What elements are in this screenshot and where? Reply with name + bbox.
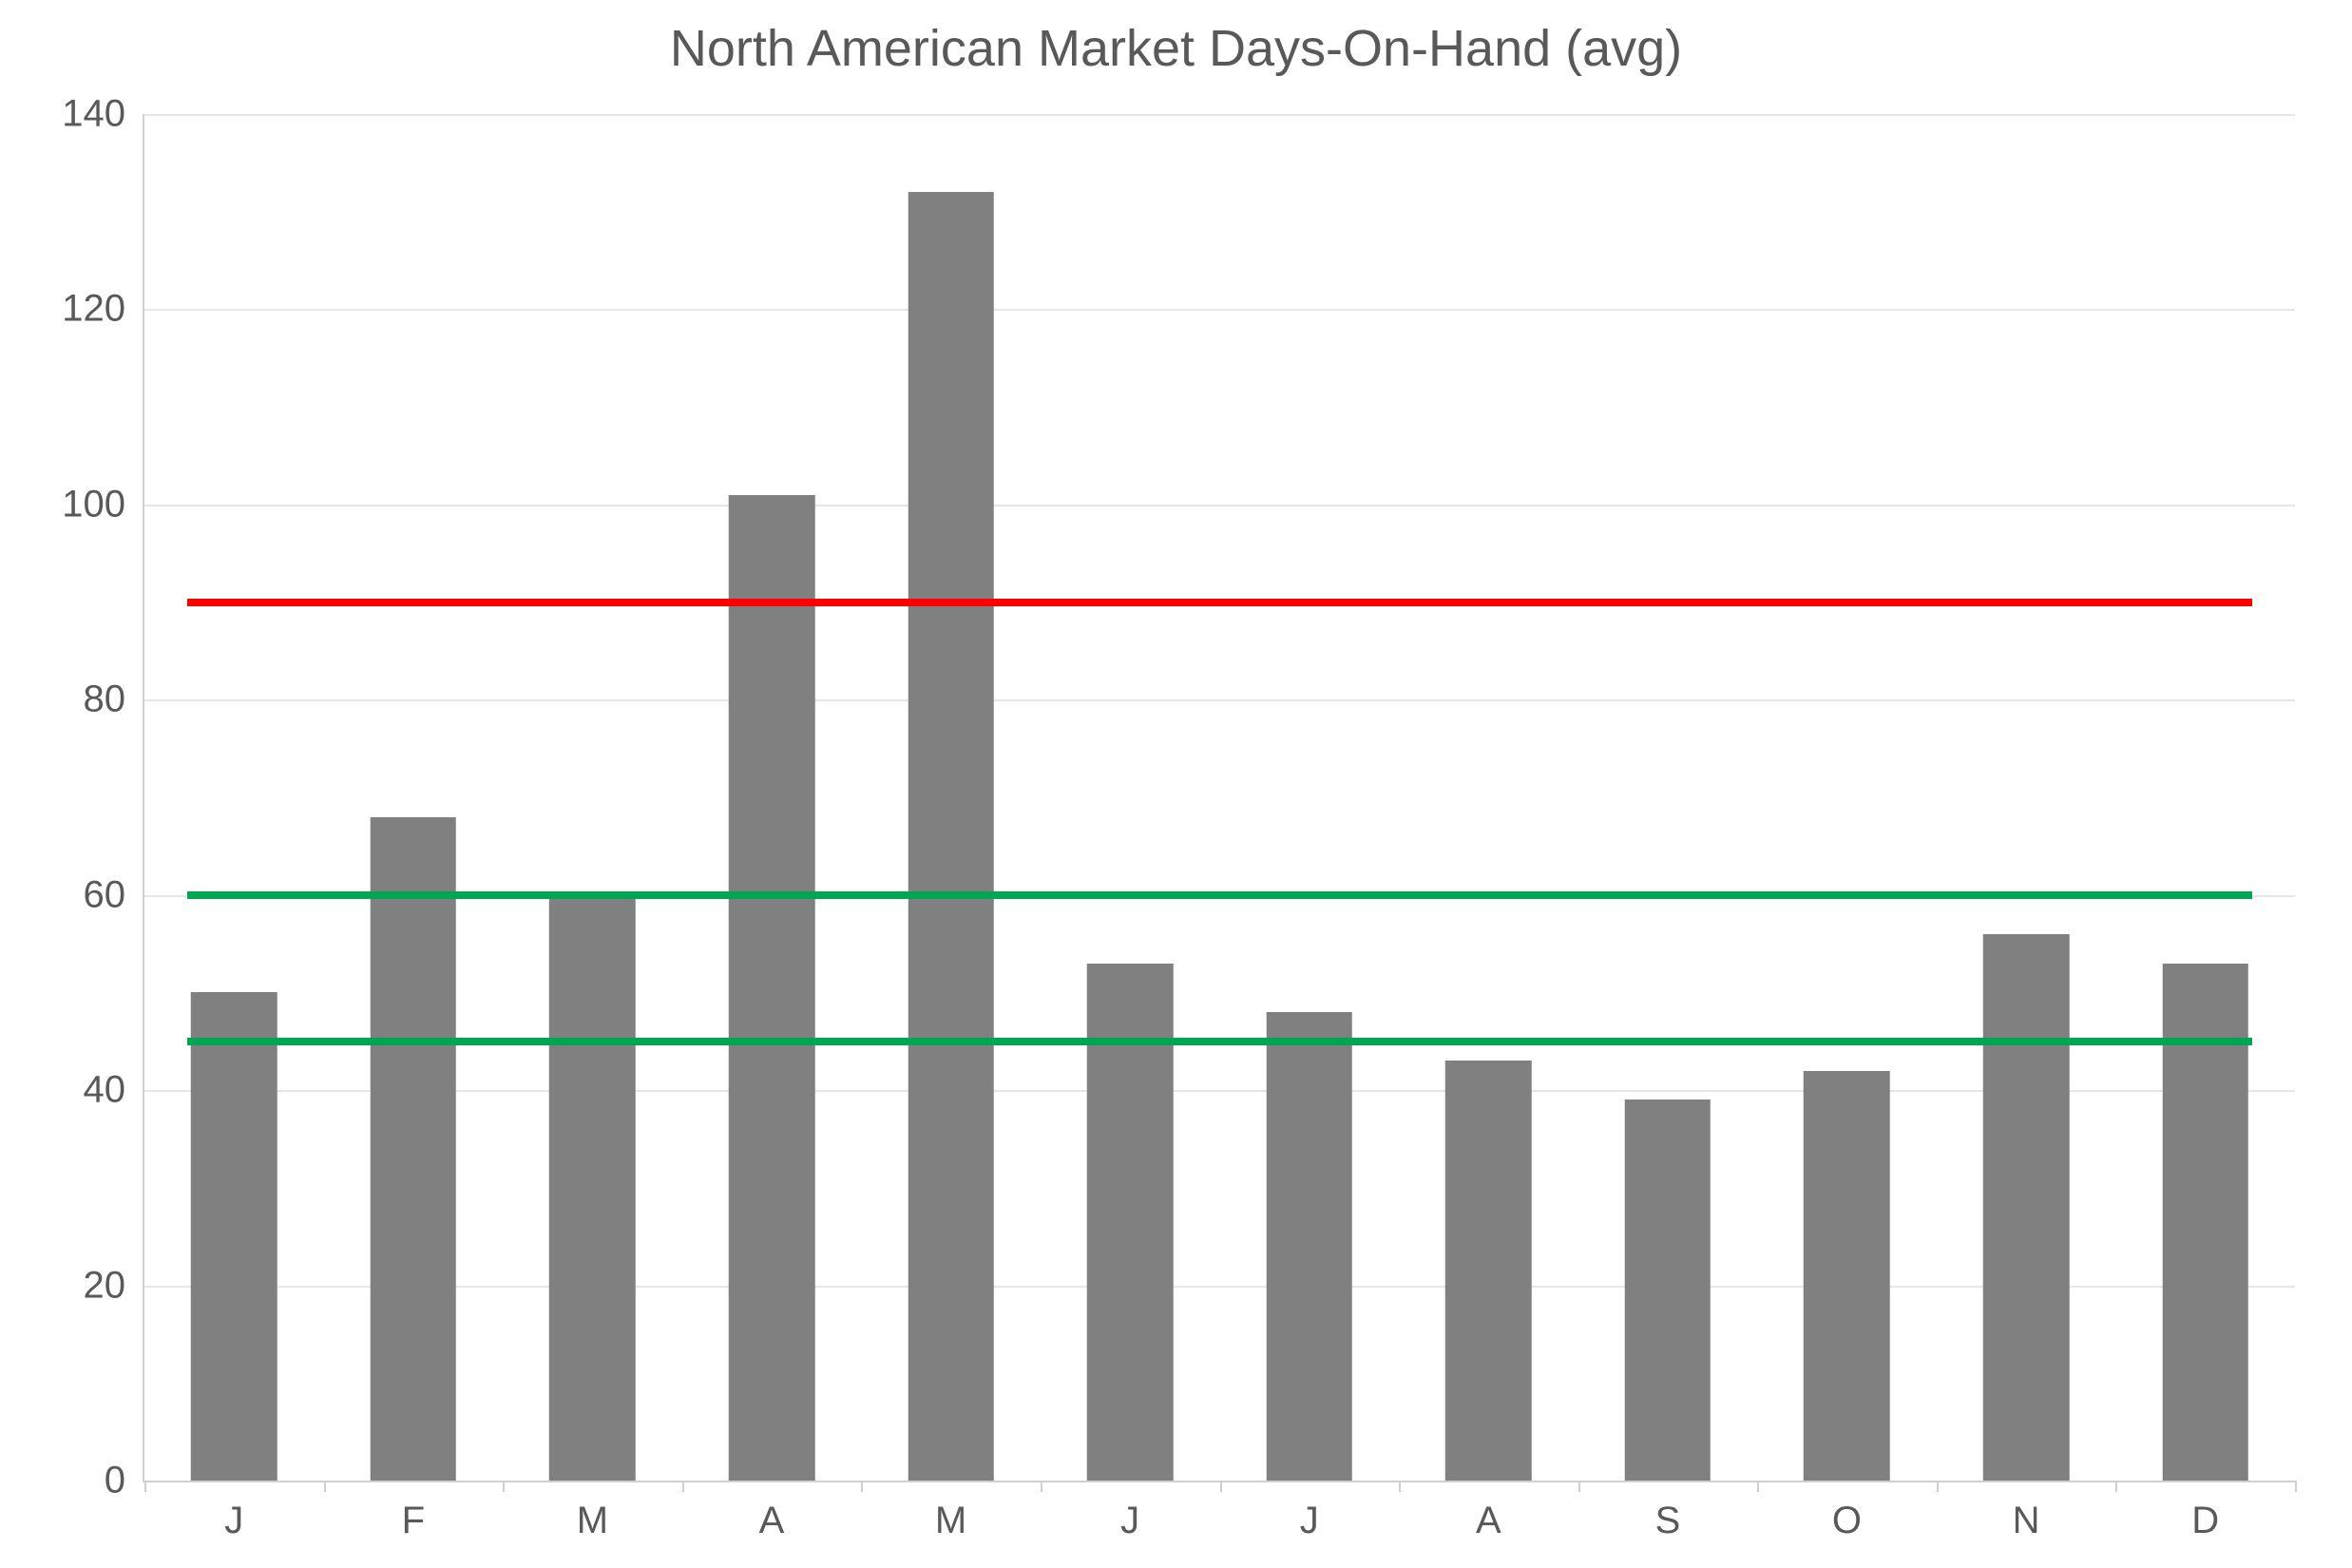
x-tick xyxy=(861,1481,863,1492)
bar xyxy=(549,895,636,1481)
x-tick xyxy=(1041,1481,1042,1492)
y-axis-label: 140 xyxy=(62,93,125,136)
bars-group: JFMAMJJASOND xyxy=(144,114,2295,1481)
x-tick xyxy=(503,1481,505,1492)
x-tick xyxy=(1220,1481,1222,1492)
x-axis-label: A xyxy=(1476,1500,1501,1542)
x-tick xyxy=(1757,1481,1759,1492)
x-axis-label: A xyxy=(759,1500,785,1542)
x-tick xyxy=(1578,1481,1580,1492)
x-axis-label: J xyxy=(224,1500,243,1542)
chart-title: North American Market Days-On-Hand (avg) xyxy=(0,19,2352,78)
bar xyxy=(371,817,457,1481)
bar-slot: O xyxy=(1757,114,1937,1481)
x-tick xyxy=(2295,1481,2297,1492)
x-axis-label: M xyxy=(935,1500,966,1542)
x-tick xyxy=(1399,1481,1401,1492)
x-tick xyxy=(2115,1481,2117,1492)
x-axis-label: J xyxy=(1120,1500,1139,1542)
bar-slot: S xyxy=(1578,114,1758,1481)
y-axis-label: 20 xyxy=(84,1264,126,1307)
bar xyxy=(908,192,994,1481)
y-axis-label: 60 xyxy=(84,873,126,916)
bar-slot: J xyxy=(1219,114,1399,1481)
bar-slot: J xyxy=(144,114,324,1481)
x-axis-label: J xyxy=(1300,1500,1319,1542)
x-axis-label: S xyxy=(1655,1500,1681,1542)
bar-slot: A xyxy=(682,114,862,1481)
bar-slot: N xyxy=(1937,114,2116,1481)
bar xyxy=(1445,1061,1532,1481)
y-axis-label: 120 xyxy=(62,288,125,331)
bar xyxy=(729,495,815,1481)
bar xyxy=(1983,934,2070,1481)
x-axis-label: D xyxy=(2191,1500,2219,1542)
bar-slot: A xyxy=(1399,114,1578,1481)
bar-slot: D xyxy=(2115,114,2295,1481)
y-axis-label: 40 xyxy=(84,1069,126,1112)
bar xyxy=(1804,1071,1890,1481)
bar-slot: J xyxy=(1041,114,1220,1481)
x-axis-label: O xyxy=(1832,1500,1862,1542)
x-tick xyxy=(1937,1481,1939,1492)
x-tick xyxy=(324,1481,326,1492)
x-axis-label: F xyxy=(402,1500,425,1542)
y-axis-label: 0 xyxy=(105,1460,125,1502)
bar-slot: M xyxy=(861,114,1041,1481)
y-axis-label: 80 xyxy=(84,679,126,721)
bar-slot: F xyxy=(324,114,504,1481)
bar xyxy=(191,992,277,1481)
reference-line xyxy=(187,599,2252,606)
chart-container: North American Market Days-On-Hand (avg)… xyxy=(0,0,2352,1568)
plot-area: 020406080100120140 JFMAMJJASOND xyxy=(143,114,2295,1482)
x-axis-label: M xyxy=(577,1500,608,1542)
y-axis-label: 100 xyxy=(62,483,125,526)
x-axis-label: N xyxy=(2013,1500,2040,1542)
x-tick xyxy=(144,1481,146,1492)
bar-slot: M xyxy=(503,114,682,1481)
x-tick xyxy=(682,1481,684,1492)
reference-line xyxy=(187,891,2252,899)
reference-line xyxy=(187,1038,2252,1045)
bar xyxy=(1625,1100,1711,1481)
bar xyxy=(1266,1012,1352,1481)
